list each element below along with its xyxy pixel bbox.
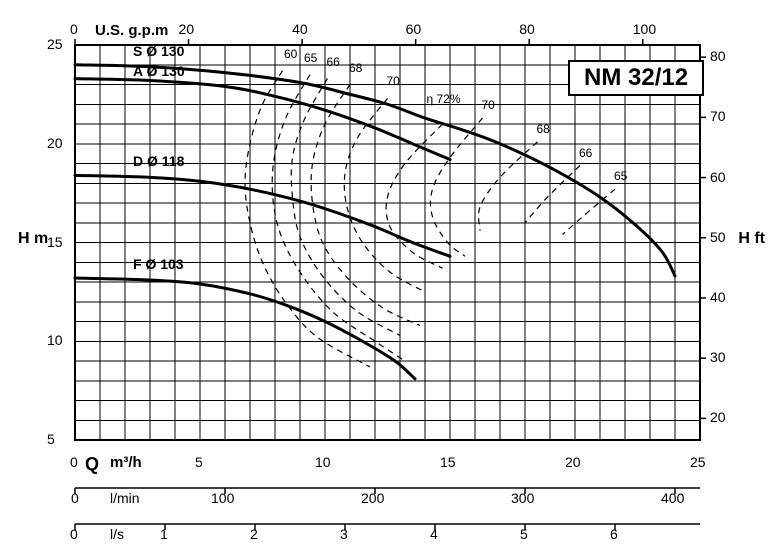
curve-label-D: D Ø 118	[133, 153, 184, 169]
curve-label-A: A Ø 130	[133, 63, 185, 79]
x-top-label: U.S. g.p.m	[95, 22, 168, 39]
x-ls-label: l/s	[110, 526, 124, 542]
curve-label-F: F Ø 103	[133, 256, 184, 272]
y-left-label: H m	[18, 230, 48, 248]
x-lmin-label: l/min	[110, 490, 140, 506]
model-title: NM 32/12	[568, 60, 704, 96]
x-m3h-label: m³/h	[110, 454, 142, 471]
curve-label-S: S Ø 130	[133, 43, 184, 59]
q-label: Q	[85, 454, 99, 475]
y-right-label: H ft	[738, 230, 765, 248]
